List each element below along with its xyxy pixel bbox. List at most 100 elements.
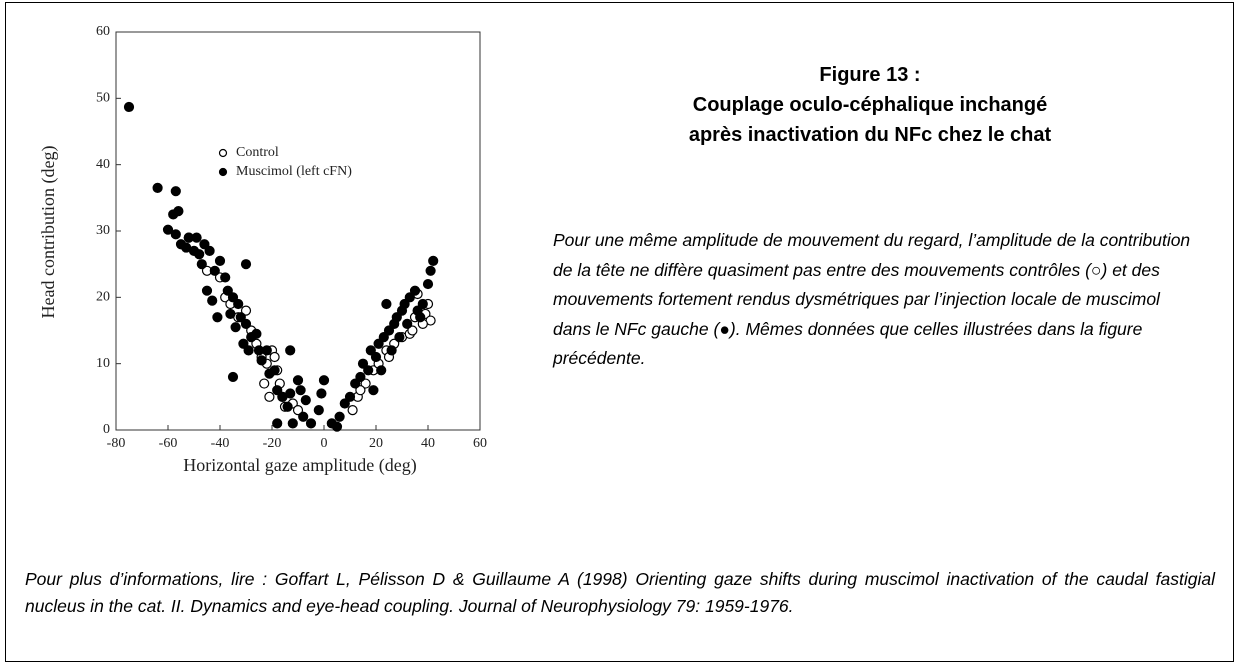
point — [344, 391, 356, 402]
legend-marker — [218, 167, 228, 177]
point — [407, 325, 418, 336]
point — [272, 385, 283, 396]
point — [204, 245, 215, 256]
legend-label: Muscimol (left cFN) — [236, 164, 352, 179]
point — [331, 421, 343, 432]
point — [240, 305, 252, 316]
point — [238, 338, 249, 349]
point — [170, 186, 181, 197]
x-tick-label: -20 — [263, 436, 282, 451]
page: Horizontal gaze amplitude (deg) Head con… — [5, 2, 1234, 662]
point — [404, 292, 415, 303]
point — [357, 358, 369, 369]
point — [243, 345, 254, 356]
point — [425, 265, 436, 276]
point — [168, 209, 179, 220]
point — [269, 351, 280, 363]
point — [222, 285, 233, 296]
point — [272, 418, 283, 429]
point — [240, 318, 252, 329]
point — [350, 378, 361, 389]
point — [235, 312, 246, 323]
point — [313, 405, 324, 416]
point — [230, 322, 241, 333]
point — [363, 365, 374, 376]
y-tick-label: 60 — [96, 24, 110, 39]
y-tick-label: 10 — [96, 356, 110, 371]
point — [227, 292, 239, 303]
point — [170, 229, 181, 240]
point — [152, 182, 163, 193]
point — [298, 411, 309, 422]
point — [415, 312, 426, 323]
point — [381, 298, 392, 310]
point — [225, 308, 236, 320]
point — [261, 345, 272, 356]
point — [287, 418, 298, 429]
point — [428, 255, 439, 266]
point — [282, 401, 293, 412]
point — [201, 285, 213, 296]
point — [391, 312, 402, 323]
title-line: après inactivation du NFc chez le chat — [688, 124, 1052, 146]
point — [409, 285, 421, 296]
point — [370, 351, 382, 363]
x-tick-label: 40 — [421, 436, 435, 451]
point — [220, 272, 231, 283]
point — [209, 265, 220, 276]
point — [123, 101, 135, 113]
point — [292, 375, 304, 386]
point — [233, 298, 244, 310]
x-tick-label: 60 — [473, 436, 487, 451]
point — [259, 378, 270, 389]
point — [365, 345, 376, 356]
point — [295, 385, 306, 396]
point — [378, 332, 389, 343]
point — [422, 278, 434, 290]
point — [214, 255, 226, 266]
point — [355, 371, 366, 383]
chart: Horizontal gaze amplitude (deg) Head con… — [38, 24, 487, 476]
point — [240, 259, 252, 270]
point — [394, 332, 405, 343]
point — [373, 338, 384, 349]
point — [264, 391, 275, 402]
point — [360, 378, 371, 389]
y-tick-label: 30 — [96, 223, 110, 238]
point — [256, 355, 267, 366]
y-axis-label: Head contribution (deg) — [38, 146, 59, 319]
point — [402, 318, 413, 329]
point — [305, 418, 317, 429]
point — [316, 388, 327, 399]
legend-label: Control — [236, 145, 279, 160]
point — [162, 224, 174, 235]
x-tick-label: 20 — [369, 436, 383, 451]
title-line: Figure 13 : — [819, 64, 921, 86]
y-tick-label: 40 — [96, 157, 110, 172]
point — [386, 345, 397, 356]
point — [355, 385, 366, 396]
point — [334, 411, 345, 422]
x-axis-label: Horizontal gaze amplitude (deg) — [183, 455, 416, 476]
point — [339, 398, 350, 409]
point — [227, 371, 239, 383]
point — [191, 232, 202, 243]
point — [285, 345, 296, 356]
point — [194, 249, 205, 260]
point — [285, 388, 296, 399]
point — [199, 239, 210, 250]
point — [399, 298, 410, 310]
point — [417, 298, 428, 310]
y-tick-label: 0 — [103, 422, 110, 437]
x-tick-label: -80 — [107, 436, 126, 451]
x-tick-label: -40 — [211, 436, 230, 451]
point — [376, 365, 387, 376]
x-tick-label: -60 — [159, 436, 178, 451]
point — [269, 365, 280, 376]
caption-text: Pour une même amplitude de mouvement du … — [553, 230, 1191, 368]
y-tick-label: 50 — [96, 91, 110, 106]
caption-title: Figure 13 : Couplage oculo-céphalique in… — [540, 60, 1200, 150]
point — [207, 295, 218, 306]
y-tick-label: 20 — [96, 290, 110, 305]
point — [212, 312, 223, 323]
